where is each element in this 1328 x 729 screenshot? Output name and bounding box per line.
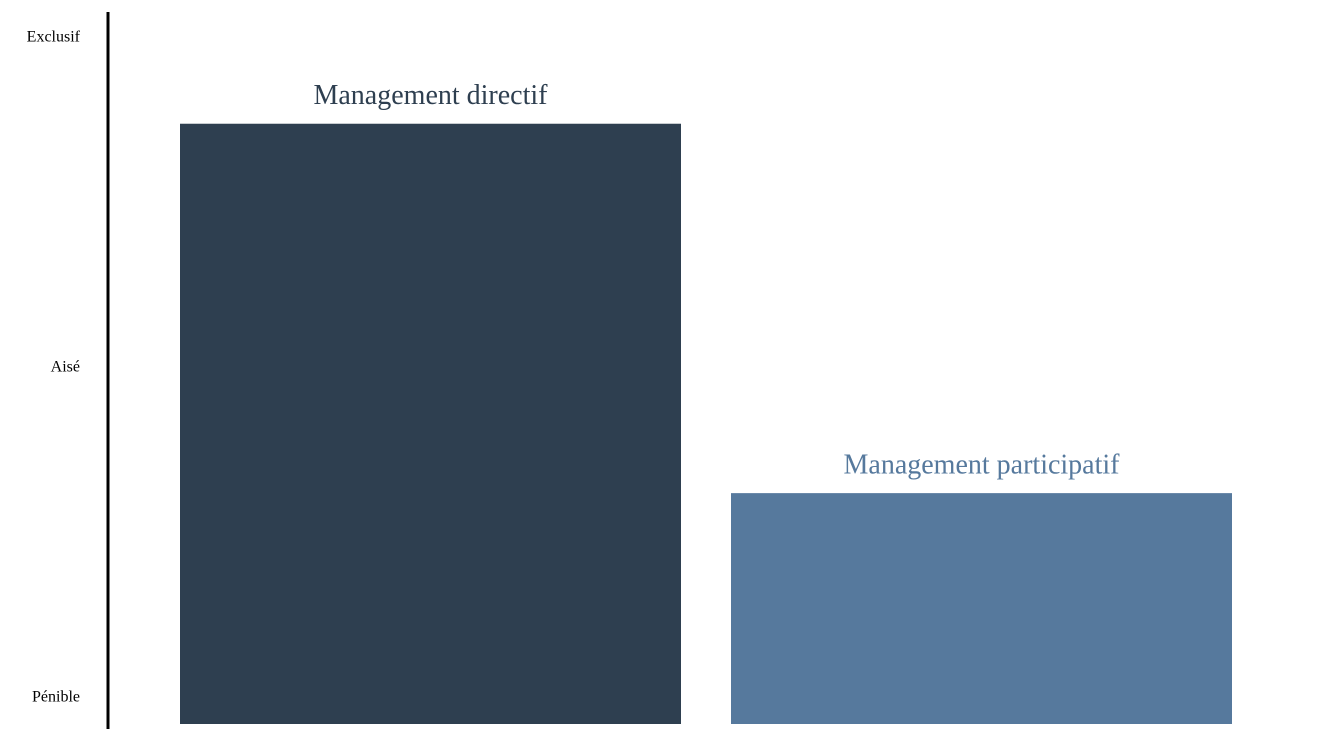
y-tick-label: Pénible (32, 688, 80, 705)
bar (180, 123, 681, 724)
y-tick-label: Aisé (51, 358, 80, 375)
bar-label: Management directif (313, 80, 548, 111)
bar (731, 493, 1232, 724)
bar-label: Management participatif (844, 450, 1121, 481)
y-tick-label: Exclusif (27, 29, 81, 46)
